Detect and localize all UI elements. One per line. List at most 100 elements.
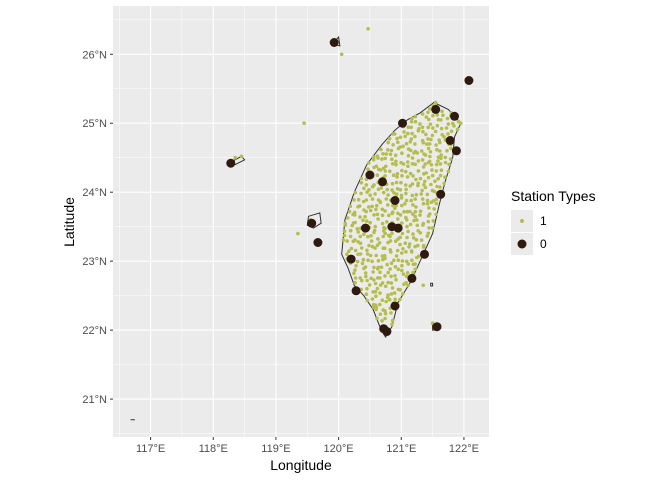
station-type-1-point (401, 247, 405, 251)
station-type-1-point (363, 265, 368, 269)
station-type-1-point (413, 142, 417, 146)
station-type-1-point (372, 228, 377, 233)
station-type-1-point (404, 274, 409, 279)
station-type-1-point (425, 201, 430, 206)
station-type-1-point (427, 226, 431, 230)
station-type-1-point (401, 272, 406, 276)
station-type-1-point (359, 181, 364, 185)
station-type-1-point (413, 119, 418, 124)
station-type-1-point (406, 262, 411, 266)
station-type-1-point (378, 302, 382, 307)
station-type-1-point (420, 125, 425, 130)
station-type-1-point (413, 214, 418, 219)
station-type-1-point (362, 232, 366, 236)
station-type-1-point (369, 234, 373, 238)
station-type-1-point (380, 213, 385, 218)
station-type-1-point (428, 107, 432, 111)
station-type-1-point (408, 148, 413, 153)
station-type-1-point (374, 207, 378, 212)
grid-major (113, 6, 489, 437)
station-type-1-point (439, 153, 444, 157)
station-type-1-point (443, 160, 448, 165)
station-type-1-point (386, 140, 391, 145)
station-type-1-point (423, 153, 428, 157)
station-type-1-point (383, 256, 387, 261)
station-type-1-point (444, 126, 449, 130)
station-type-1-point (390, 318, 395, 323)
station-type-0-point-0 (329, 38, 339, 47)
station-type-1-point-13 (433, 100, 438, 105)
station-type-1-point (426, 219, 431, 224)
station-type-1-point (419, 192, 424, 196)
station-type-1-point (423, 179, 427, 184)
station-type-1-point (385, 262, 390, 267)
station-type-1-point (449, 129, 454, 134)
station-type-1-point (434, 169, 439, 173)
station-type-1-point (392, 291, 397, 295)
station-type-1-point (427, 142, 432, 146)
station-type-1-point (390, 162, 395, 166)
station-type-1-point (406, 131, 410, 136)
station-type-1-point (414, 177, 418, 182)
station-type-1-point (381, 190, 386, 195)
station-type-1-point (396, 140, 400, 145)
station-type-1-point (435, 123, 440, 128)
station-type-1-point (367, 161, 371, 165)
station-type-1-point (406, 153, 411, 158)
station-type-1-point (411, 212, 415, 216)
station-type-1-point (342, 233, 347, 238)
station-type-1-point (393, 239, 398, 243)
station-type-0-point-10 (313, 238, 323, 247)
station-type-1-point (400, 259, 405, 263)
station-type-1-point (388, 239, 393, 243)
station-type-1-point (353, 220, 357, 225)
station-type-1-point (418, 122, 422, 126)
station-type-1-point (383, 169, 388, 173)
station-type-1-point (389, 311, 393, 315)
station-type-0-point-3 (431, 104, 441, 114)
station-type-1-point (410, 258, 414, 263)
station-type-1-point (395, 175, 399, 179)
station-type-1-point (372, 278, 376, 282)
station-type-1-point (362, 186, 366, 191)
station-type-1-point (398, 213, 403, 217)
station-type-1-point (415, 223, 420, 228)
station-type-1-point (353, 190, 358, 195)
station-type-1-point (379, 265, 384, 270)
station-type-1-point (364, 292, 369, 297)
station-type-1-point (390, 157, 394, 161)
station-type-1-point (368, 193, 373, 197)
station-type-1-point (375, 243, 380, 248)
station-type-1-point (406, 229, 410, 234)
station-type-1-point (428, 150, 433, 154)
station-type-1-point (358, 234, 363, 239)
station-type-1-point (376, 187, 381, 191)
station-type-1-point (446, 169, 451, 174)
station-type-1-point (423, 185, 428, 190)
station-type-1-point (382, 253, 387, 258)
station-type-1-point (411, 232, 415, 236)
station-type-1-point (445, 116, 450, 121)
station-type-1-point (378, 312, 383, 317)
station-type-1-point (356, 230, 361, 234)
station-type-1-point (378, 270, 382, 275)
station-type-1-point (430, 173, 435, 178)
station-type-1-point (354, 264, 358, 268)
station-type-1-point (426, 175, 431, 180)
station-type-1-point (404, 141, 409, 146)
station-type-1-point (392, 132, 397, 136)
station-type-0-point-11 (365, 170, 375, 180)
station-type-1-point (349, 246, 354, 251)
station-type-1-point (375, 154, 380, 158)
station-type-1-point (401, 144, 405, 149)
station-type-1-point (341, 238, 346, 242)
y-tick-label-5: 26°N (82, 49, 107, 61)
station-type-1-point (405, 271, 410, 275)
station-type-0-point-17 (420, 249, 429, 259)
station-type-1-point-1 (366, 27, 370, 31)
station-type-1-point (394, 180, 399, 185)
station-type-1-point (440, 109, 444, 114)
station-type-1-point (414, 238, 419, 242)
station-type-1-point (376, 217, 380, 221)
station-type-1-point (398, 288, 403, 292)
